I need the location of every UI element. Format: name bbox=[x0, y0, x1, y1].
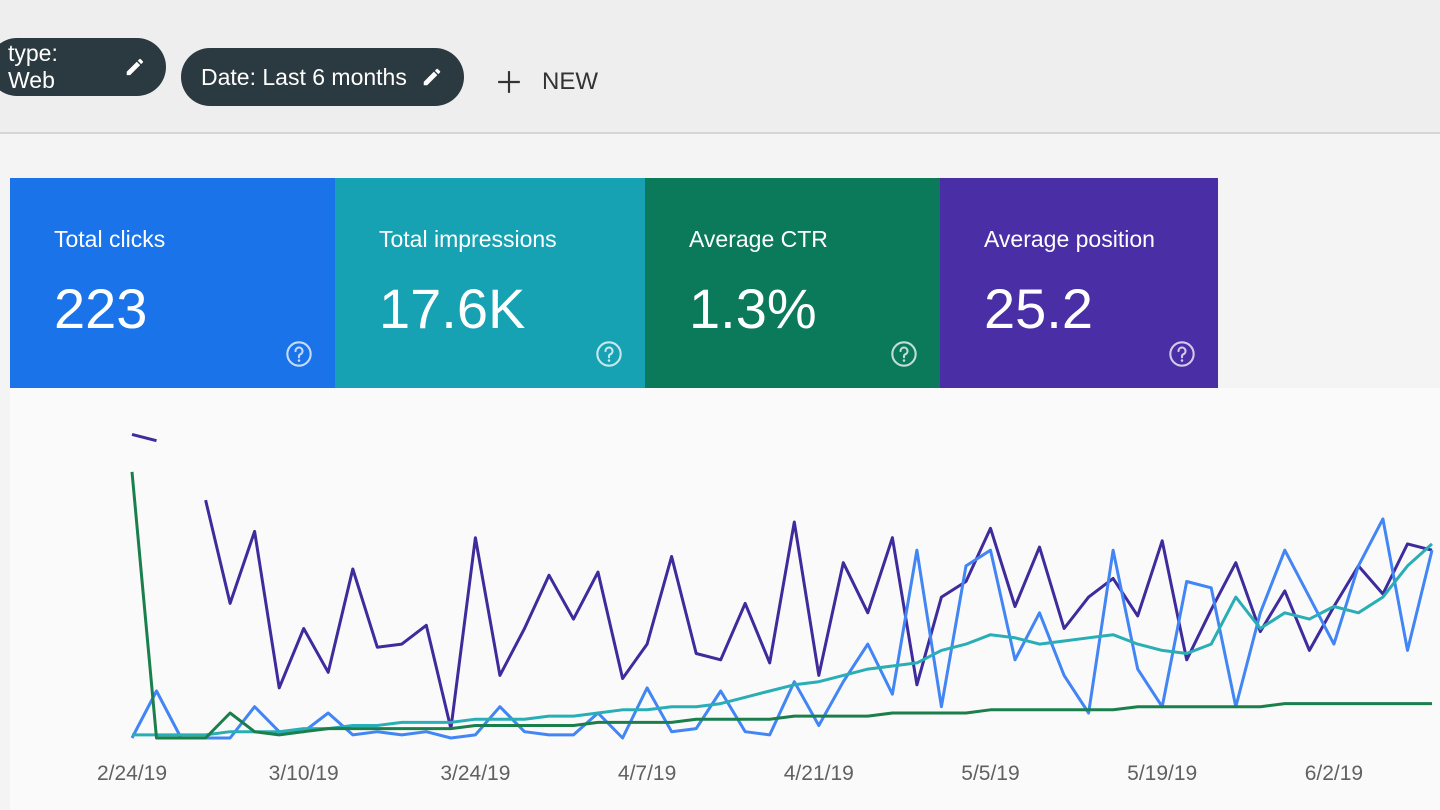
new-filter-button[interactable]: NEW bbox=[496, 60, 598, 104]
help-icon-mark bbox=[604, 346, 614, 359]
metric-label: Average CTR bbox=[689, 226, 828, 252]
metric-label: Total impressions bbox=[379, 226, 557, 252]
help-icon-dot bbox=[297, 359, 301, 362]
filter-chip-label: type: Web bbox=[8, 40, 58, 93]
help-icon-dot bbox=[902, 359, 906, 362]
metric-card[interactable]: Average CTR 1.3% bbox=[645, 178, 940, 388]
help-icon-mark bbox=[899, 346, 909, 359]
metric-value: 1.3% bbox=[689, 277, 817, 340]
help-icon-mark bbox=[1177, 346, 1187, 359]
series-line bbox=[130, 517, 1434, 740]
metric-label: Average position bbox=[984, 226, 1155, 252]
help-icon-mark bbox=[294, 346, 304, 359]
x-tick-label: 5/19/19 bbox=[1127, 762, 1197, 785]
help-icon-ring bbox=[1169, 341, 1195, 367]
x-tick-label: 2/24/19 bbox=[97, 762, 167, 785]
help-icon-ring bbox=[891, 341, 917, 367]
edit-icon-shape bbox=[423, 68, 441, 86]
x-tick-label: 3/24/19 bbox=[440, 762, 510, 785]
series-line bbox=[131, 432, 1433, 731]
plus-icon bbox=[498, 71, 520, 93]
toolbar: type: Web Date: Last 6 months NEW bbox=[0, 0, 1440, 134]
edit-icon bbox=[126, 58, 144, 76]
plus-icon-shape bbox=[498, 71, 520, 93]
metric-cards: Total clicks 223 Total impressions 17.6K Ave… bbox=[10, 178, 1218, 388]
series-line bbox=[132, 542, 1434, 737]
x-tick-label: 6/2/19 bbox=[1305, 762, 1363, 785]
x-tick-label: 3/10/19 bbox=[269, 762, 339, 785]
help-icon-dot bbox=[607, 359, 611, 362]
filter-chip[interactable]: type: Web bbox=[0, 38, 166, 96]
x-tick-label: 5/5/19 bbox=[961, 762, 1019, 785]
metric-value: 25.2 bbox=[984, 277, 1093, 340]
filter-chip-label: Date: Last 6 months bbox=[201, 63, 407, 90]
metric-label: Total clicks bbox=[54, 226, 166, 252]
metric-value: 17.6K bbox=[379, 277, 526, 340]
edit-icon-shape bbox=[126, 58, 144, 76]
series-line bbox=[130, 471, 1432, 740]
chart-area bbox=[10, 388, 1440, 810]
help-icon bbox=[891, 341, 917, 367]
help-icon-ring bbox=[286, 341, 312, 367]
new-filter-label: NEW bbox=[542, 68, 598, 95]
x-tick-label: 4/7/19 bbox=[618, 762, 676, 785]
edit-icon bbox=[423, 68, 441, 86]
metric-card[interactable]: Total impressions 17.6K bbox=[335, 178, 645, 388]
metric-value: 223 bbox=[54, 277, 148, 340]
help-icon bbox=[1169, 341, 1195, 367]
x-tick-label: 4/21/19 bbox=[784, 762, 854, 785]
help-icon-dot bbox=[1180, 359, 1184, 362]
metric-card[interactable]: Total clicks 223 bbox=[10, 178, 335, 388]
filter-chip[interactable]: Date: Last 6 months bbox=[181, 48, 464, 106]
metric-card[interactable]: Average position 25.2 bbox=[940, 178, 1218, 388]
help-icon bbox=[596, 341, 622, 367]
help-icon bbox=[286, 341, 312, 367]
help-icon-ring bbox=[596, 341, 622, 367]
